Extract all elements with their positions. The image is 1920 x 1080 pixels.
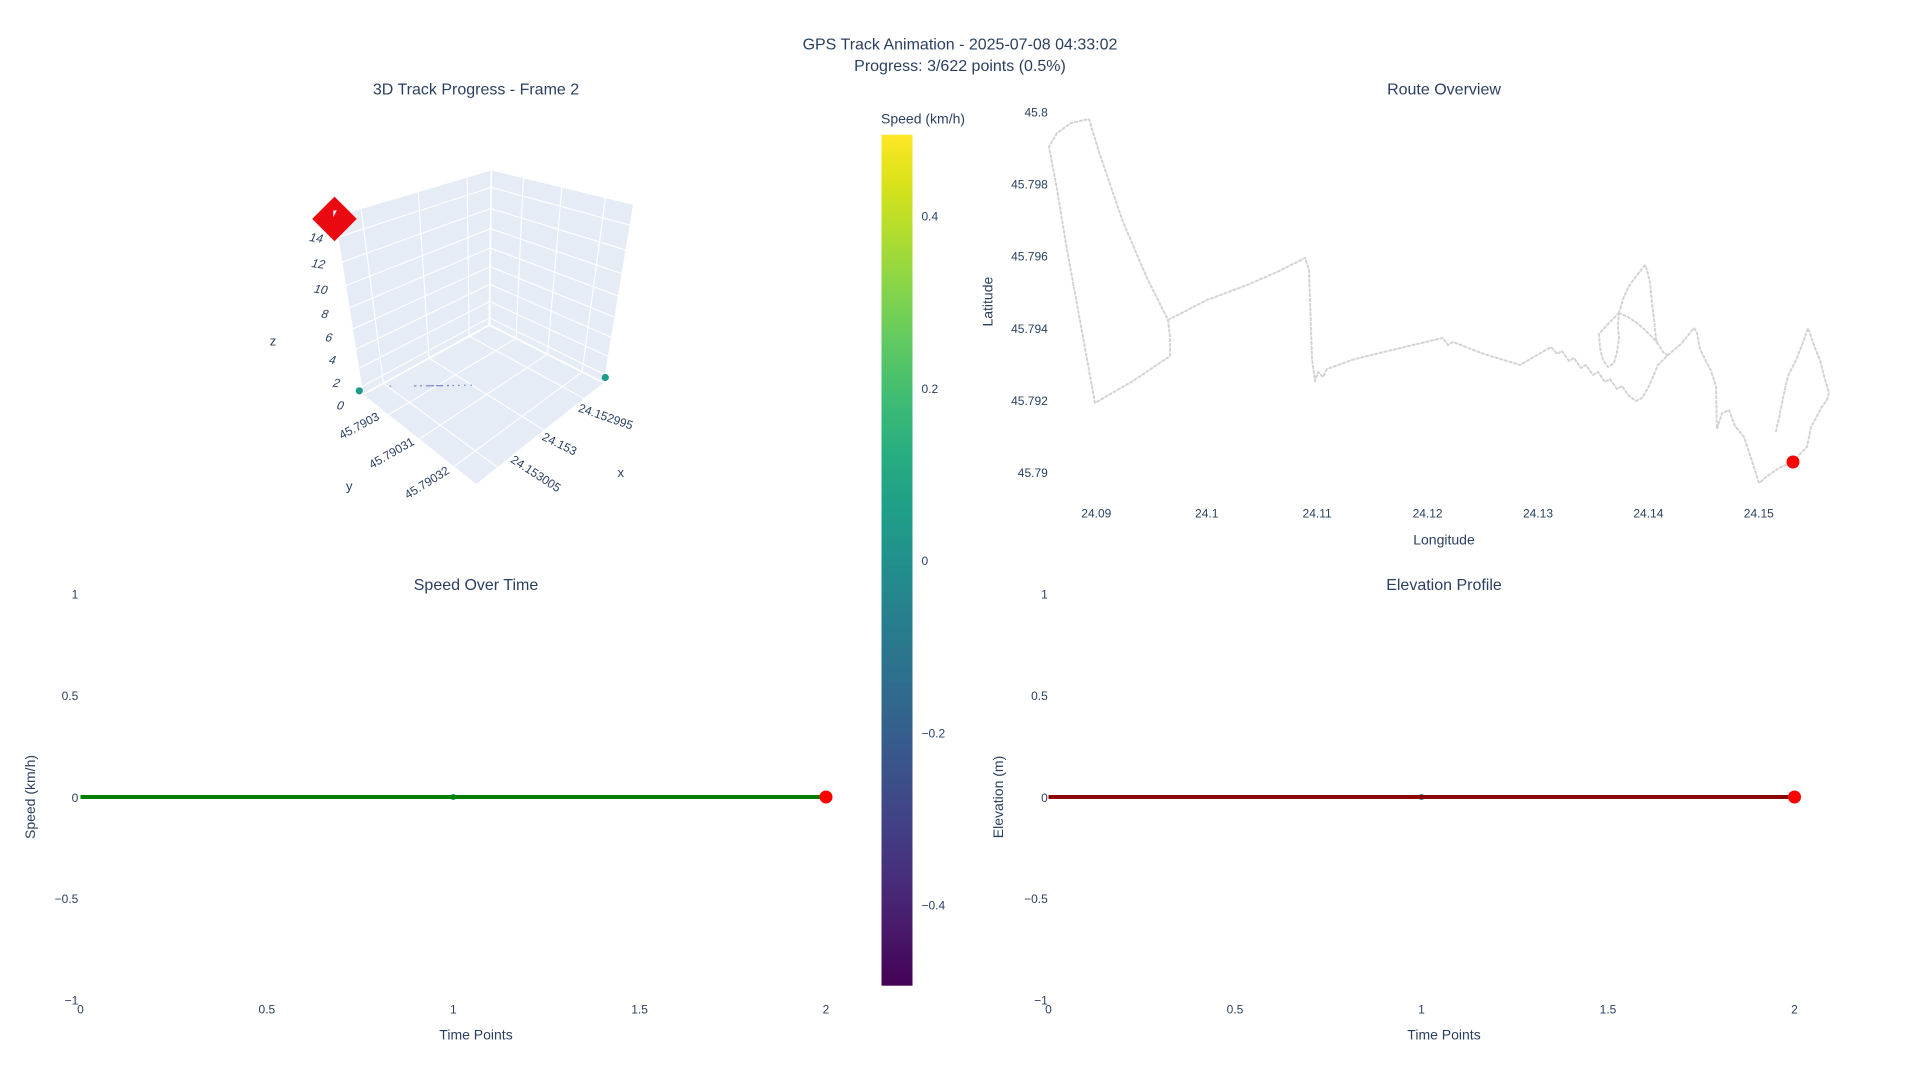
svg-text:1: 1	[450, 1003, 457, 1017]
svg-text:45.792: 45.792	[1011, 394, 1048, 408]
svg-text:Time Points: Time Points	[439, 1027, 512, 1043]
svg-text:0: 0	[922, 554, 929, 568]
svg-text:24.15: 24.15	[1744, 507, 1774, 521]
svg-text:Longitude: Longitude	[1413, 532, 1475, 548]
svg-text:24.1: 24.1	[1195, 507, 1219, 521]
svg-text:0.5: 0.5	[259, 1003, 276, 1017]
svg-text:24.13: 24.13	[1523, 507, 1553, 521]
svg-text:45.796: 45.796	[1011, 250, 1048, 264]
svg-text:−0.4: −0.4	[922, 899, 946, 913]
svg-text:Elevation Profile: Elevation Profile	[1386, 577, 1502, 594]
svg-text:24.14: 24.14	[1633, 507, 1663, 521]
svg-text:3D Track Progress - Frame 2: 3D Track Progress - Frame 2	[373, 81, 579, 98]
svg-text:45.794: 45.794	[1011, 322, 1048, 336]
svg-text:GPS Track Animation - 2025-07-: GPS Track Animation - 2025-07-08 04:33:0…	[803, 37, 1118, 54]
svg-text:0.5: 0.5	[62, 689, 79, 703]
svg-text:1: 1	[1418, 1003, 1425, 1017]
svg-text:Speed (km/h): Speed (km/h)	[881, 111, 965, 127]
svg-text:−1: −1	[65, 994, 79, 1008]
svg-text:Time Points: Time Points	[1407, 1027, 1480, 1043]
svg-text:0.2: 0.2	[922, 382, 939, 396]
svg-text:Progress: 3/622 points (0.5%): Progress: 3/622 points (0.5%)	[854, 58, 1066, 75]
svg-text:24.11: 24.11	[1303, 507, 1332, 521]
svg-text:Elevation (m): Elevation (m)	[990, 756, 1006, 838]
svg-text:0: 0	[72, 791, 79, 805]
svg-text:24.12: 24.12	[1413, 507, 1443, 521]
svg-text:2: 2	[1791, 1003, 1798, 1017]
svg-text:x: x	[618, 465, 625, 480]
svg-text:10: 10	[312, 282, 331, 297]
svg-text:0.5: 0.5	[1227, 1003, 1244, 1017]
svg-text:45.8: 45.8	[1024, 106, 1048, 120]
svg-text:45.798: 45.798	[1011, 178, 1048, 192]
svg-text:−0.5: −0.5	[55, 892, 79, 906]
svg-text:0: 0	[1041, 791, 1048, 805]
svg-text:2: 2	[823, 1003, 830, 1017]
svg-text:−0.2: −0.2	[922, 726, 946, 740]
svg-text:−1: −1	[1034, 994, 1048, 1008]
svg-text:0.5: 0.5	[1031, 689, 1048, 703]
svg-text:z: z	[270, 334, 277, 349]
svg-text:12: 12	[309, 257, 328, 272]
svg-text:0: 0	[1045, 1003, 1052, 1017]
svg-text:1: 1	[72, 588, 79, 602]
svg-text:1.5: 1.5	[1600, 1003, 1617, 1017]
svg-text:14: 14	[307, 231, 326, 246]
svg-text:y: y	[346, 479, 353, 494]
svg-text:Speed (km/h): Speed (km/h)	[22, 755, 38, 839]
svg-text:1: 1	[1041, 588, 1048, 602]
svg-text:Route Overview: Route Overview	[1387, 81, 1501, 98]
svg-text:0: 0	[77, 1003, 84, 1017]
svg-text:Latitude: Latitude	[980, 276, 996, 326]
svg-text:24.09: 24.09	[1081, 507, 1111, 521]
svg-text:Speed Over Time: Speed Over Time	[414, 577, 539, 594]
svg-text:−0.5: −0.5	[1024, 892, 1048, 906]
svg-text:45.79: 45.79	[1018, 466, 1048, 480]
svg-text:0.4: 0.4	[922, 210, 939, 224]
svg-text:1.5: 1.5	[631, 1003, 648, 1017]
